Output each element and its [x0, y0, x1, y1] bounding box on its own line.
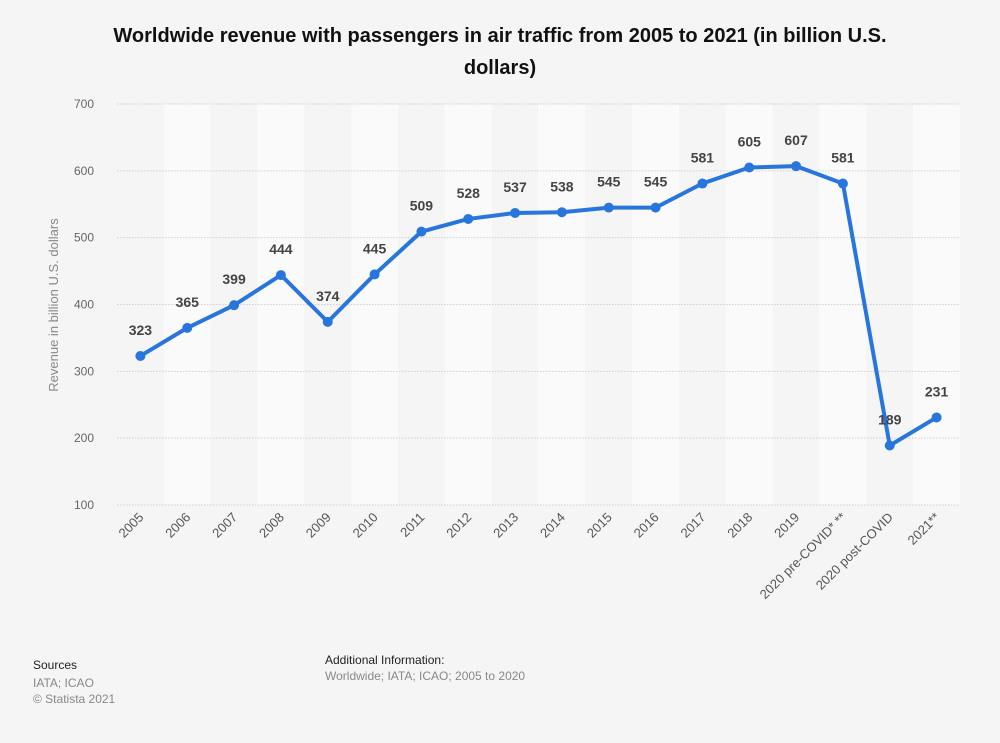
y-tick-label: 700	[74, 97, 94, 111]
data-labels: 323 365 399 444 374 445 509 528 537 538 545 545 581 6…	[129, 132, 949, 427]
data-label: 365	[176, 294, 200, 310]
y-tick-label: 600	[74, 164, 94, 178]
y-axis-label: Revenue in billion U.S. dollars	[46, 218, 61, 392]
line-chart: 100 200 300 400 500 600 700 Revenue in billion…	[46, 97, 960, 602]
sources-block: IATA; ICAO © Statista 2021	[33, 675, 115, 707]
data-point	[884, 440, 895, 451]
x-tick-label: 2005	[115, 510, 146, 541]
x-tick-label: 2010	[350, 510, 381, 541]
x-tick-label: 2014	[537, 510, 568, 541]
data-label: 581	[691, 150, 715, 166]
y-tick-label: 500	[74, 231, 94, 245]
additional-info-heading: Additional Information:	[325, 653, 445, 667]
copyright: © Statista 2021	[33, 692, 116, 706]
data-label: 399	[222, 271, 246, 287]
x-tick-label: 2021**	[904, 510, 942, 548]
data-point	[182, 322, 193, 333]
x-tick-label: 2016	[631, 510, 662, 541]
x-tick-label: 2017	[677, 510, 708, 541]
data-point	[697, 178, 708, 189]
x-tick-label: 2009	[303, 510, 334, 541]
data-label: 231	[925, 383, 949, 399]
y-tick-label: 200	[74, 431, 94, 445]
sources-heading: Sources	[33, 658, 78, 672]
x-tick-label: 2006	[162, 510, 193, 541]
chart-title: Worldwide revenue with passengers in air…	[113, 25, 887, 79]
y-tick-label: 300	[74, 364, 94, 378]
x-tick-label: 2019	[771, 510, 802, 541]
x-axis-ticks: 2005 2006 2007 2008 2009 2010 2011 2012 2013 2014…	[115, 510, 942, 602]
data-label: 581	[831, 150, 855, 166]
data-point	[510, 207, 521, 218]
sources-text[interactable]: IATA; ICAO	[33, 676, 94, 690]
y-axis-ticks: 100 200 300 400 500 600 700	[74, 97, 94, 512]
data-label: 374	[316, 288, 340, 304]
data-label: 545	[597, 174, 621, 190]
x-tick-label: 2008	[256, 510, 287, 541]
data-label: 607	[784, 132, 808, 148]
data-point	[275, 270, 286, 281]
y-tick-label: 100	[74, 498, 94, 512]
x-tick-label: 2007	[209, 510, 240, 541]
gridlines	[117, 103, 960, 506]
x-tick-label: 2013	[490, 510, 521, 541]
data-point	[135, 350, 146, 361]
data-point	[463, 213, 474, 224]
data-point	[837, 178, 848, 189]
data-label: 323	[129, 322, 153, 338]
series-revenue	[135, 161, 942, 451]
data-label: 189	[878, 412, 902, 428]
data-point	[650, 202, 661, 213]
data-label: 537	[503, 179, 527, 195]
data-label: 538	[550, 178, 574, 194]
data-point	[931, 412, 942, 423]
data-label: 509	[410, 198, 434, 214]
series-line	[138, 164, 939, 448]
additional-info-text: Worldwide; IATA; ICAO; 2005 to 2020	[325, 669, 526, 683]
data-label: 545	[644, 174, 668, 190]
x-tick-label: 2020 pre-COVID* **	[757, 510, 849, 602]
data-label: 605	[738, 133, 762, 149]
data-point	[603, 202, 614, 213]
x-tick-label: 2011	[397, 510, 427, 540]
x-tick-label: 2012	[443, 510, 474, 541]
data-point	[322, 316, 333, 327]
data-point	[416, 226, 427, 237]
data-point	[744, 162, 755, 173]
data-point	[791, 161, 802, 172]
data-label: 445	[363, 240, 387, 256]
data-label: 528	[457, 185, 481, 201]
x-tick-label: 2018	[724, 510, 755, 541]
y-tick-label: 400	[74, 298, 94, 312]
x-tick-label: 2015	[584, 510, 615, 541]
data-point	[369, 269, 380, 280]
data-point	[556, 207, 567, 218]
data-point	[229, 300, 240, 311]
data-label: 444	[269, 241, 293, 257]
